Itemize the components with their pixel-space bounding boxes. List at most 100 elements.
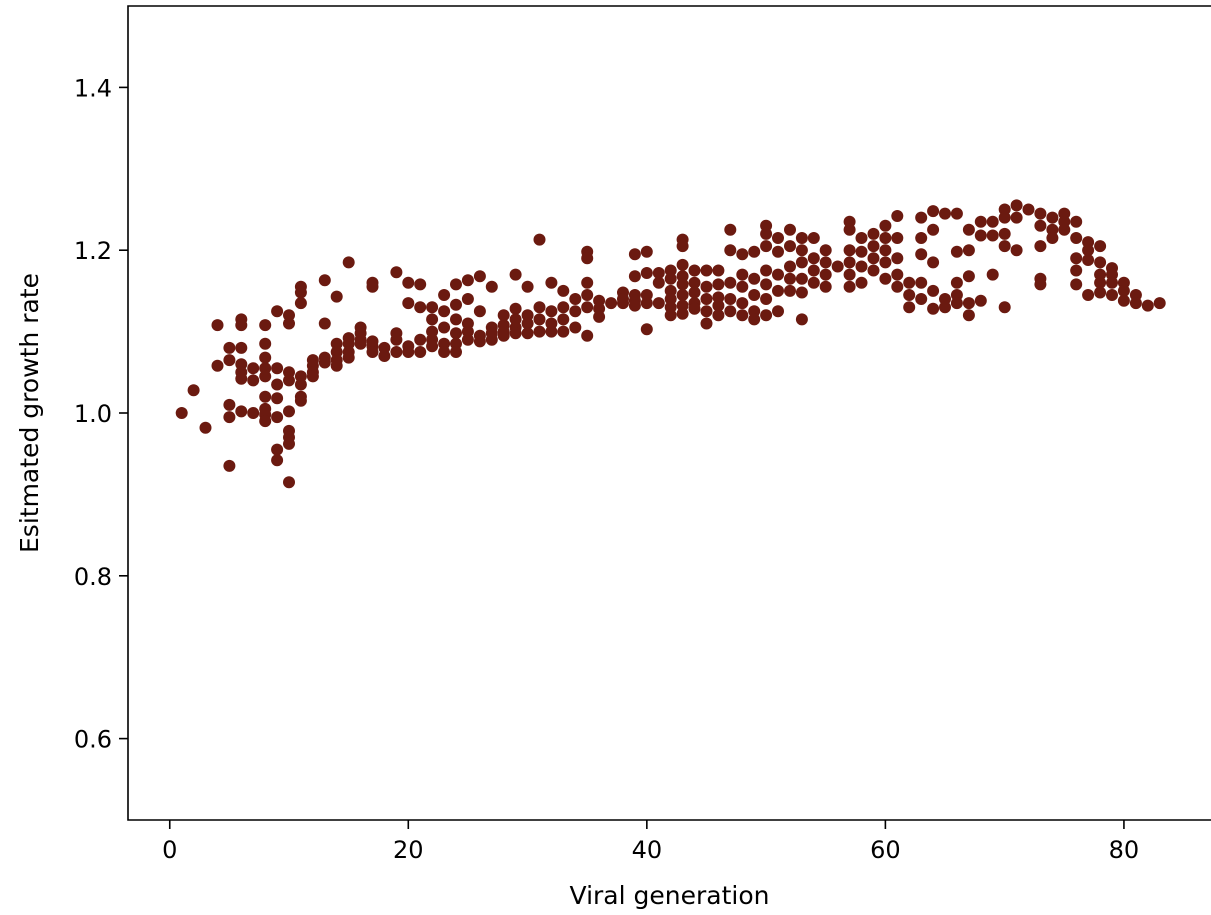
data-point [521,280,534,293]
data-point [557,301,570,314]
data-point [795,313,808,326]
y-tick-label: 1.2 [74,237,112,265]
data-point [521,317,534,330]
data-point [879,256,892,269]
data-point [724,293,737,305]
data-point [271,305,284,318]
x-tick-label: 40 [632,836,663,864]
data-point [855,245,868,258]
data-point [807,276,820,289]
data-point [700,317,713,330]
data-point [378,350,391,362]
data-point [1141,299,1154,312]
data-point [998,301,1011,314]
data-points [175,199,1166,489]
data-point [211,359,224,372]
data-point [867,227,880,240]
data-point [330,290,343,303]
data-point [676,278,689,291]
data-point [819,244,832,257]
data-point [1094,240,1107,253]
data-point [712,309,725,322]
data-point [640,245,653,258]
x-axis-ticks: 0 20 40 60 80 [162,820,1139,864]
data-point [259,319,272,332]
data-point [1034,240,1047,253]
data-point [962,223,975,236]
data-point [223,354,236,367]
data-point [819,268,832,281]
data-point [533,233,546,246]
data-point [724,305,737,318]
data-point [772,305,784,318]
data-point [581,276,594,289]
y-tick-label: 1.4 [74,74,112,102]
data-point [438,289,451,301]
data-point [795,286,808,299]
data-point [342,351,355,364]
data-point [294,286,307,299]
data-point [414,278,427,291]
data-point [688,286,701,299]
data-point [438,321,451,334]
data-point [545,305,558,318]
data-point [950,245,963,258]
data-point [807,252,820,265]
data-point [509,268,522,281]
data-point [628,270,641,283]
data-point [652,297,665,310]
data-point [294,378,307,391]
data-point [497,329,510,342]
data-point [1094,268,1107,281]
data-point [760,309,773,322]
data-point [366,280,379,293]
x-tick-label: 80 [1109,836,1140,864]
data-point [426,301,439,314]
data-point [915,232,928,244]
data-point [1034,207,1047,220]
y-axis-title: Esitmated growth rate [15,273,44,553]
plot-frame [127,5,1211,821]
data-point [700,264,713,277]
data-point [664,272,677,285]
data-point [390,333,403,346]
data-point [414,346,427,358]
data-point [700,305,713,318]
data-point [628,299,641,312]
data-point [306,370,319,383]
data-point [199,421,212,434]
data-point [724,276,737,289]
data-point [891,232,904,244]
data-point [1129,297,1142,310]
data-point [438,346,451,358]
data-point [581,289,594,301]
data-point [1082,289,1095,301]
data-point [259,351,272,364]
data-point [891,210,904,222]
data-point [271,443,284,456]
data-point [986,229,999,242]
data-point [784,260,796,273]
data-point [235,341,248,354]
data-point [461,293,474,305]
data-point [235,319,248,332]
data-point [748,313,761,326]
data-point [867,264,880,277]
data-point [1034,278,1047,291]
data-point [1117,284,1130,297]
data-point [271,378,284,391]
data-point [1046,211,1059,224]
data-point [569,305,582,318]
data-point [581,329,594,342]
data-point [1117,294,1130,307]
data-point [342,256,355,269]
data-point [330,359,343,372]
data-point [1046,223,1059,236]
data-point [903,276,916,289]
data-point [879,232,892,244]
data-point [450,278,462,291]
data-point [402,276,415,289]
data-point [1094,276,1107,289]
